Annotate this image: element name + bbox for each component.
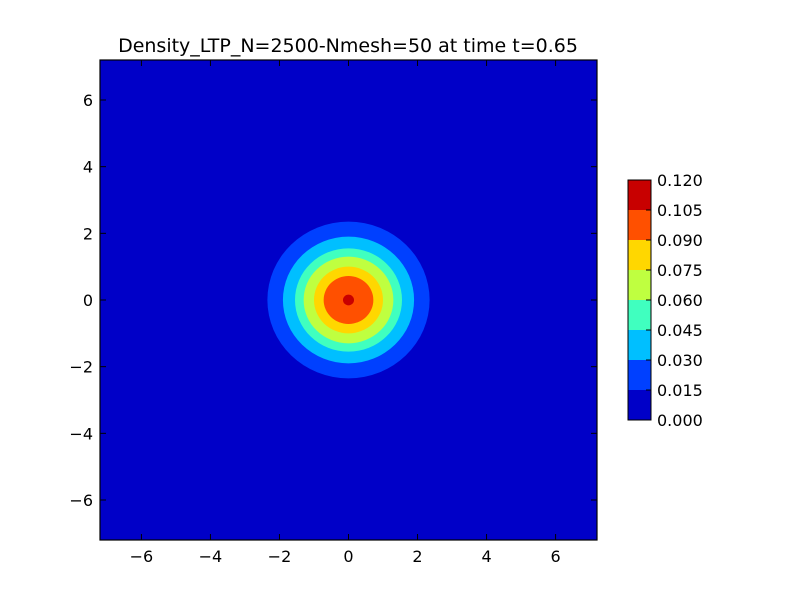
colorbar-segment bbox=[628, 390, 651, 420]
colorbar-tick-label: 0.030 bbox=[657, 351, 703, 370]
x-tick-label: 0 bbox=[343, 547, 353, 566]
colorbar-tick-label: 0.090 bbox=[657, 231, 703, 250]
x-tick-label: 4 bbox=[481, 547, 491, 566]
colorbar-tick-label: 0.075 bbox=[657, 261, 703, 280]
x-tick-label: −4 bbox=[199, 547, 223, 566]
colorbar-segment bbox=[628, 270, 651, 300]
colorbar-segment bbox=[628, 330, 651, 360]
colorbar-tick-label: 0.045 bbox=[657, 321, 703, 340]
colorbar-segment bbox=[628, 210, 651, 240]
plot-area bbox=[100, 60, 597, 540]
y-tick-label: −2 bbox=[69, 358, 93, 377]
colorbar-tick-label: 0.000 bbox=[657, 411, 703, 430]
x-tick-label: 6 bbox=[550, 547, 560, 566]
colorbar-segment bbox=[628, 360, 651, 390]
y-tick-label: 4 bbox=[83, 158, 93, 177]
x-axis: −6 −4 −2 0 2 4 6 bbox=[130, 60, 561, 566]
colorbar-segment bbox=[628, 240, 651, 270]
y-tick-label: 2 bbox=[83, 224, 93, 243]
x-tick-label: −6 bbox=[130, 547, 154, 566]
colorbar-segment bbox=[628, 300, 651, 330]
colorbar-tick-label: 0.015 bbox=[657, 381, 703, 400]
y-axis: −6 −4 −2 0 2 4 6 bbox=[69, 91, 597, 510]
y-tick-label: 6 bbox=[83, 91, 93, 110]
colorbar: 0.000 0.015 0.030 0.045 0.060 0.075 0.090 0.105… bbox=[627, 171, 703, 430]
y-tick-label: 0 bbox=[83, 291, 93, 310]
colorbar-tick-label: 0.060 bbox=[657, 291, 703, 310]
x-tick-label: −2 bbox=[268, 547, 292, 566]
contour-band-7 bbox=[342, 294, 355, 306]
x-tick-label: 2 bbox=[412, 547, 422, 566]
chart-title: Density_LTP_N=2500-Nmesh=50 at time t=0.… bbox=[118, 35, 578, 57]
colorbar-segment bbox=[628, 180, 651, 210]
y-tick-label: −6 bbox=[69, 491, 93, 510]
colorbar-tick-label: 0.120 bbox=[657, 171, 703, 190]
y-tick-label: −4 bbox=[69, 424, 93, 443]
colorbar-tick-label: 0.105 bbox=[657, 201, 703, 220]
